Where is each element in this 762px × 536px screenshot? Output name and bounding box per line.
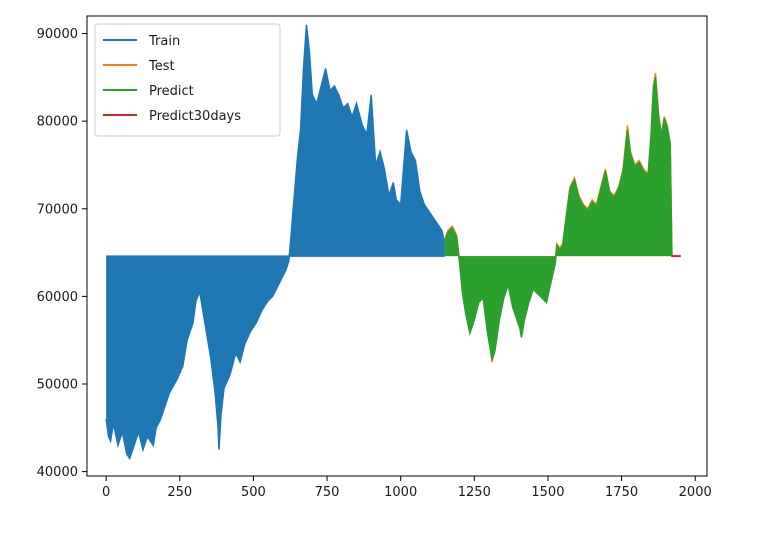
legend-label: Train [148, 34, 180, 49]
legend-label: Predict [149, 84, 194, 99]
x-axis: 0 250 500 750 1000 1250 1500 1750 2000 [102, 476, 712, 500]
x-tick-label: 250 [167, 485, 192, 500]
x-tick-label: 1750 [605, 485, 638, 500]
x-tick-label: 0 [102, 485, 110, 500]
legend-item-train: Train [103, 34, 180, 49]
series-predict-area [444, 77, 672, 360]
y-tick-label: 80000 [37, 115, 78, 130]
y-tick-label: 90000 [37, 27, 78, 42]
x-tick-label: 1500 [531, 485, 564, 500]
y-axis: 40000 50000 60000 70000 80000 90000 [37, 27, 87, 480]
series-train-line [105, 24, 446, 461]
series-train-area [106, 24, 445, 459]
x-tick-label: 750 [315, 485, 340, 500]
x-tick-label: 2000 [679, 485, 712, 500]
legend: Train Test Predict Predict30days [94, 23, 281, 137]
legend-item-predict30days: Predict30days [103, 109, 241, 124]
legend-label: Predict30days [149, 109, 241, 124]
legend-label: Test [148, 59, 175, 74]
x-tick-label: 500 [241, 485, 266, 500]
x-tick-label: 1250 [458, 485, 491, 500]
y-tick-label: 40000 [37, 465, 78, 480]
y-tick-label: 70000 [37, 202, 78, 217]
x-tick-label: 1000 [384, 485, 417, 500]
series-predict-line [444, 77, 673, 360]
legend-box [94, 23, 281, 137]
legend-item-predict: Predict [103, 84, 194, 99]
series-predict [444, 77, 673, 360]
y-tick-label: 50000 [37, 378, 78, 393]
y-tick-label: 60000 [37, 290, 78, 305]
axes-frame [86, 15, 708, 477]
plot-area [105, 24, 681, 461]
legend-item-test: Test [103, 59, 175, 74]
series-train [105, 24, 446, 461]
